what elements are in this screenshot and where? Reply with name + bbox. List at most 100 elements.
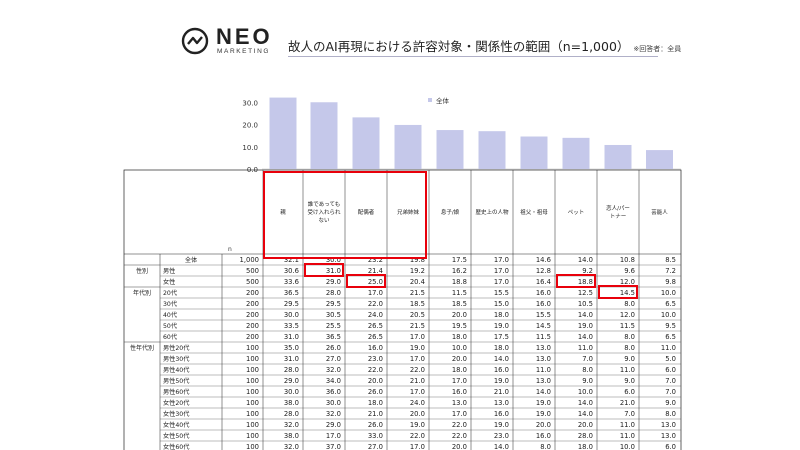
table-cell: 22.0 [410, 366, 425, 374]
category-label: 配偶者 [358, 208, 375, 216]
table-cell: 15.5 [494, 289, 509, 297]
row-n: 200 [246, 289, 259, 297]
category-label: ない [318, 217, 330, 224]
table-cell: 28.0 [326, 289, 341, 297]
table-cell: 14.0 [578, 399, 593, 407]
row-label: 50代 [163, 322, 178, 330]
table-cell: 5.0 [665, 355, 676, 363]
table-cell: 11.5 [452, 289, 467, 297]
row-label: 女性 [163, 278, 175, 286]
table-cell: 20.0 [452, 355, 467, 363]
table-cell: 14.5 [536, 322, 551, 330]
table-cell: 29.0 [326, 421, 341, 429]
row-label: 男性 [163, 267, 175, 275]
table-cell: 15.5 [536, 311, 551, 319]
brand-name: NEO [216, 24, 273, 49]
table-cell: 9.0 [665, 399, 676, 407]
table-cell: 13.0 [494, 399, 509, 407]
table-cell: 14.0 [494, 355, 509, 363]
row-label: 女性20代 [163, 399, 190, 407]
table-cell: 6.0 [665, 443, 676, 450]
table-cell: 6.5 [665, 300, 676, 308]
table-cell: 7.0 [582, 355, 593, 363]
table-cell: 21.0 [620, 399, 635, 407]
table-cell: 11.5 [620, 322, 635, 330]
table-cell: 10.0 [661, 311, 676, 319]
category-label: 兄弟姉妹 [397, 208, 420, 216]
table-cell: 33.5 [284, 322, 299, 330]
respondent-note: ※回答者：全員 [633, 45, 682, 53]
row-label: 女性30代 [163, 410, 190, 418]
table-cell: 13.0 [452, 399, 467, 407]
table-cell: 18.5 [410, 300, 425, 308]
table-cell: 19.0 [536, 410, 551, 418]
table-cell: 27.0 [326, 355, 341, 363]
table-cell: 19.8 [410, 256, 425, 264]
table-cell: 14.0 [494, 443, 509, 450]
table-cell: 28.0 [578, 432, 593, 440]
table-cell: 18.5 [452, 300, 467, 308]
table-cell: 8.0 [540, 443, 551, 450]
row-n: 100 [246, 421, 259, 429]
table-cell: 18.0 [452, 366, 467, 374]
table-cell: 30.0 [284, 311, 299, 319]
table-cell: 20.0 [578, 421, 593, 429]
table-cell: 17.0 [494, 256, 509, 264]
table-cell: 21.5 [410, 322, 425, 330]
bar [562, 137, 590, 169]
table-cell: 13.0 [536, 355, 551, 363]
table-cell: 17.0 [452, 377, 467, 385]
table-cell: 18.0 [368, 399, 383, 407]
highlight-box [598, 285, 638, 299]
category-label: 受け入れられ [307, 208, 341, 216]
table-cell: 23.0 [494, 432, 509, 440]
table-cell: 31.0 [284, 355, 299, 363]
group-label: 年代別 [133, 289, 151, 297]
table-cell: 28.0 [284, 410, 299, 418]
table-cell: 33.6 [284, 278, 299, 286]
category-label: トナー [610, 213, 627, 220]
table-cell: 13.0 [661, 432, 676, 440]
table-cell: 17.0 [410, 355, 425, 363]
bar [478, 131, 506, 169]
category-label: 息子/娘 [441, 208, 460, 216]
table-cell: 31.0 [284, 333, 299, 341]
table-cell: 32.0 [284, 443, 299, 450]
table-cell: 17.5 [452, 256, 467, 264]
table-cell: 29.0 [284, 377, 299, 385]
table-cell: 6.0 [665, 366, 676, 374]
table-cell: 19.0 [410, 344, 425, 352]
legend-label: 全体 [436, 96, 450, 105]
title-bar: 故人のAI再現における許容対象・関係性の範囲（n=1,000） ※回答者：全員 [288, 30, 681, 57]
table-cell: 11.0 [536, 366, 551, 374]
table-cell: 30.6 [284, 267, 299, 275]
table-cell: 21.0 [368, 410, 383, 418]
table-cell: 9.0 [624, 377, 635, 385]
table-cell: 21.4 [368, 267, 383, 275]
table-cell: 16.0 [452, 388, 467, 396]
row-label: 男性20代 [163, 344, 190, 352]
table-cell: 24.0 [368, 311, 383, 319]
table-cell: 19.0 [578, 322, 593, 330]
table-cell: 8.0 [624, 300, 635, 308]
table-cell: 31.0 [326, 267, 341, 275]
table-cell: 13.0 [536, 344, 551, 352]
table-cell: 18.0 [494, 344, 509, 352]
table-cell: 10.8 [620, 256, 635, 264]
row-n: 200 [246, 300, 259, 308]
table-cell: 17.0 [410, 333, 425, 341]
table-cell: 18.8 [578, 278, 593, 286]
table-cell: 19.5 [452, 322, 467, 330]
table-cell: 11.5 [536, 333, 551, 341]
table-cell: 29.0 [326, 278, 341, 286]
table-cell: 21.5 [410, 289, 425, 297]
table-cell: 8.0 [624, 344, 635, 352]
row-label: 男性60代 [163, 388, 190, 396]
table-cell: 20.0 [452, 311, 467, 319]
table-cell: 22.0 [410, 432, 425, 440]
row-label: 40代 [163, 311, 178, 319]
table-cell: 30.5 [326, 311, 341, 319]
table-cell: 7.0 [624, 410, 635, 418]
group-label: 性別 [136, 267, 148, 275]
table-cell: 29.5 [284, 300, 299, 308]
